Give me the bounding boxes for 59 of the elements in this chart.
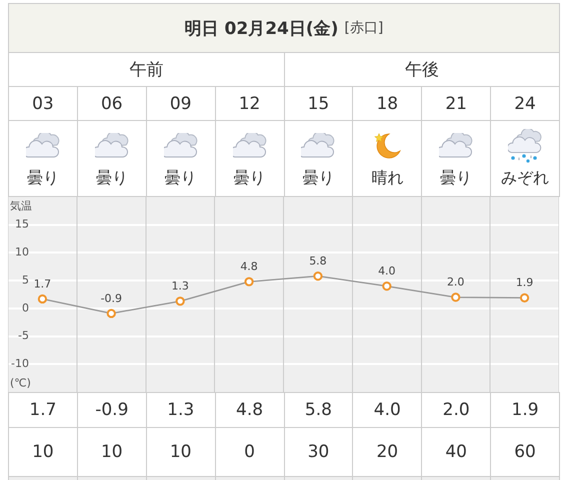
text: 1.9 — [516, 276, 534, 290]
x-tick-label: 21 — [445, 94, 467, 114]
text: -0.9 — [100, 292, 122, 305]
y-axis-title: 気温 — [10, 199, 32, 212]
text: 4.0 — [378, 264, 396, 278]
x-tick-label: 09 — [170, 94, 192, 114]
x-tick-label: 03 — [32, 94, 54, 114]
text: 曇り — [164, 168, 197, 189]
data-label: -0.9 — [95, 400, 128, 420]
x-tick-label: 12 — [238, 94, 260, 114]
y-tick-label: 0 — [22, 301, 29, 314]
data-label: 4.8 — [236, 400, 264, 420]
text: 40 — [445, 442, 467, 462]
text: みぞれ — [501, 168, 550, 189]
text: 10 — [100, 442, 123, 462]
point — [38, 294, 48, 304]
y-tick-label: 15 — [15, 218, 29, 231]
text: 4.8 — [240, 260, 258, 274]
text: 30 — [308, 442, 330, 462]
data-label: 5.8 — [304, 400, 332, 420]
text: 曇り — [440, 168, 472, 189]
point — [244, 277, 254, 286]
point — [451, 292, 460, 302]
text: 1.7 — [34, 277, 52, 290]
y-tick-label: -10 — [11, 357, 29, 370]
point — [176, 296, 185, 306]
y-tick-label: 5 — [22, 273, 29, 286]
text: 晴れ — [371, 168, 404, 189]
data-label: 1.7 — [29, 400, 56, 420]
point — [520, 293, 530, 302]
text: 午前 — [129, 59, 164, 81]
data-label: 1.3 — [167, 400, 194, 420]
y-tick-label: -5 — [18, 329, 29, 342]
x-tick-label: 18 — [376, 94, 398, 114]
data-label: 1.9 — [512, 400, 539, 420]
x-tick-label: 15 — [308, 94, 330, 114]
y-tick-label: 10 — [15, 246, 29, 259]
data-label: 2.0 — [442, 400, 470, 420]
text: 曇り — [302, 168, 334, 189]
chart-subtitle: [赤口] — [344, 19, 384, 37]
text: 60 — [514, 442, 536, 462]
text: 10 — [170, 442, 192, 462]
point — [313, 272, 323, 281]
x-tick-label: 06 — [100, 94, 123, 114]
annotation: (℃) — [10, 376, 31, 390]
text: 0 — [244, 442, 255, 462]
chart-title: 明日 02月24日(金) — [184, 18, 338, 40]
text: 2.0 — [446, 276, 464, 289]
text: 1.3 — [171, 280, 189, 293]
text: 曇り — [234, 168, 266, 189]
text: 曇り — [26, 168, 59, 189]
text: 20 — [376, 442, 398, 462]
x-tick-label: 24 — [514, 94, 536, 114]
text: 曇り — [96, 168, 128, 189]
point — [382, 282, 392, 291]
point — [106, 308, 116, 318]
text: 午後 — [404, 59, 439, 81]
text: 5.8 — [309, 254, 327, 268]
data-label: 4.0 — [374, 400, 401, 420]
